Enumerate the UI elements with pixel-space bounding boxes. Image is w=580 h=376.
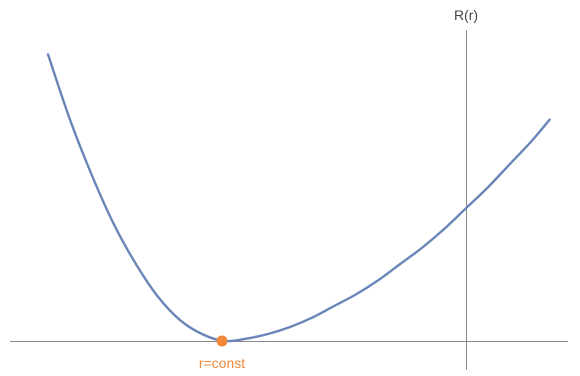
- point-marker: [216, 335, 228, 347]
- point-label: r=const: [199, 355, 245, 371]
- series-curve: [46, 53, 551, 343]
- y-axis-label: R(r): [454, 7, 478, 23]
